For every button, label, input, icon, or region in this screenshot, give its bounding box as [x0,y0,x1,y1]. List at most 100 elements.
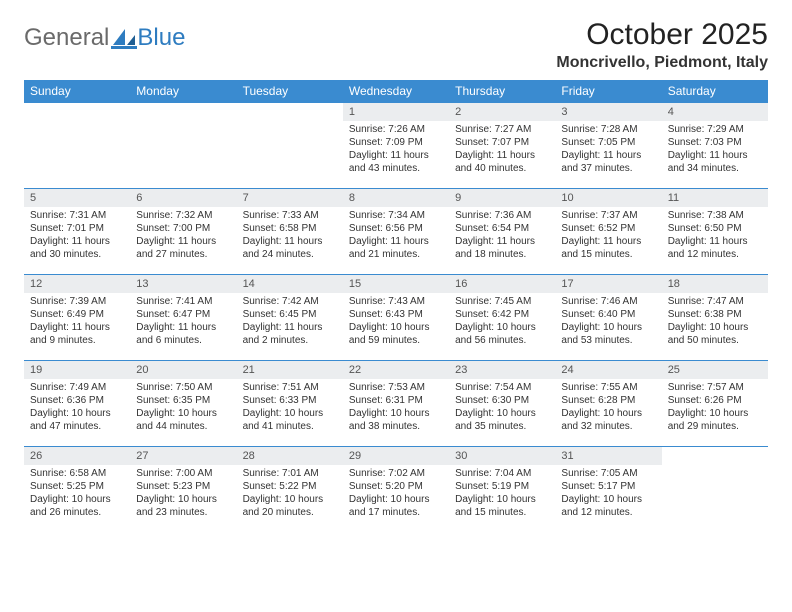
sunrise-line: Sunrise: 7:04 AM [455,467,549,480]
daylight-line: Daylight: 11 hours and 27 minutes. [136,235,230,261]
dow-header: Monday [130,80,236,103]
daylight-line: Daylight: 10 hours and 20 minutes. [243,493,337,519]
sunrise-line: Sunrise: 7:32 AM [136,209,230,222]
dow-header: Saturday [662,80,768,103]
daylight-line: Daylight: 11 hours and 43 minutes. [349,149,443,175]
brand-logo: General Blue [24,18,185,52]
daylight-line: Daylight: 11 hours and 15 minutes. [561,235,655,261]
calendar-cell: 22 Sunrise: 7:53 AMSunset: 6:31 PMDayligh… [343,361,449,447]
sunrise-line: Sunrise: 7:01 AM [243,467,337,480]
calendar-week: 26Sunrise: 6:58 AMSunset: 5:25 PMDayligh… [24,447,768,533]
sail-icon [111,27,137,49]
day-body: Sunrise: 7:50 AMSunset: 6:35 PMDaylight:… [130,379,236,437]
daylight-line: Daylight: 10 hours and 38 minutes. [349,407,443,433]
sunrise-line: Sunrise: 7:28 AM [561,123,655,136]
day-number: 19 [24,361,130,379]
day-body: Sunrise: 7:43 AMSunset: 6:43 PMDaylight:… [343,293,449,351]
day-number: 23 [449,361,555,379]
daylight-line: Daylight: 11 hours and 18 minutes. [455,235,549,261]
calendar-cell: 1Sunrise: 7:26 AMSunset: 7:09 PMDaylight… [343,103,449,189]
sunset-line: Sunset: 6:28 PM [561,394,655,407]
day-number: 6 [130,189,236,207]
calendar-cell: 30Sunrise: 7:04 AMSunset: 5:19 PMDayligh… [449,447,555,533]
day-number: 18 [662,275,768,293]
sunset-line: Sunset: 6:31 PM [349,394,443,407]
daylight-line: Daylight: 10 hours and 41 minutes. [243,407,337,433]
calendar-week: 5Sunrise: 7:31 AMSunset: 7:01 PMDaylight… [24,189,768,275]
daylight-line: Daylight: 10 hours and 32 minutes. [561,407,655,433]
day-body: Sunrise: 7:39 AMSunset: 6:49 PMDaylight:… [24,293,130,351]
day-body: Sunrise: 7:01 AMSunset: 5:22 PMDaylight:… [237,465,343,523]
daylight-line: Daylight: 11 hours and 21 minutes. [349,235,443,261]
sunrise-line: Sunrise: 7:46 AM [561,295,655,308]
day-number: 10 [555,189,661,207]
daylight-line: Daylight: 11 hours and 30 minutes. [30,235,124,261]
sunrise-line: Sunrise: 7:31 AM [30,209,124,222]
calendar-cell: 29Sunrise: 7:02 AMSunset: 5:20 PMDayligh… [343,447,449,533]
day-number: 4 [662,103,768,121]
day-number: 16 [449,275,555,293]
sunrise-line: Sunrise: 7:33 AM [243,209,337,222]
daylight-line: Daylight: 10 hours and 56 minutes. [455,321,549,347]
sunrise-line: Sunrise: 7:37 AM [561,209,655,222]
day-body: Sunrise: 7:33 AMSunset: 6:58 PMDaylight:… [237,207,343,265]
sunrise-line: Sunrise: 7:55 AM [561,381,655,394]
sunrise-line: Sunrise: 7:27 AM [455,123,549,136]
calendar-cell: 6Sunrise: 7:32 AMSunset: 7:00 PMDaylight… [130,189,236,275]
sunrise-line: Sunrise: 7:29 AM [668,123,762,136]
daylight-line: Daylight: 10 hours and 15 minutes. [455,493,549,519]
calendar-cell: 31Sunrise: 7:05 AMSunset: 5:17 PMDayligh… [555,447,661,533]
sunset-line: Sunset: 7:05 PM [561,136,655,149]
sunrise-line: Sunrise: 7:53 AM [349,381,443,394]
calendar-cell: 4Sunrise: 7:29 AMSunset: 7:03 PMDaylight… [662,103,768,189]
sunset-line: Sunset: 7:01 PM [30,222,124,235]
day-body: Sunrise: 7:41 AMSunset: 6:47 PMDaylight:… [130,293,236,351]
sunset-line: Sunset: 7:09 PM [349,136,443,149]
calendar-week: 1Sunrise: 7:26 AMSunset: 7:09 PMDaylight… [24,103,768,189]
sunset-line: Sunset: 6:33 PM [243,394,337,407]
sunset-line: Sunset: 5:22 PM [243,480,337,493]
dow-header: Wednesday [343,80,449,103]
day-number: 26 [24,447,130,465]
day-body: Sunrise: 6:58 AMSunset: 5:25 PMDaylight:… [24,465,130,523]
sunset-line: Sunset: 6:50 PM [668,222,762,235]
brand-word-1: General [24,24,109,52]
day-number: 22 [343,361,449,379]
sunset-line: Sunset: 6:58 PM [243,222,337,235]
calendar-cell: 2Sunrise: 7:27 AMSunset: 7:07 PMDaylight… [449,103,555,189]
sunset-line: Sunset: 6:36 PM [30,394,124,407]
day-body: Sunrise: 7:45 AMSunset: 6:42 PMDaylight:… [449,293,555,351]
dow-header: Thursday [449,80,555,103]
sunset-line: Sunset: 5:19 PM [455,480,549,493]
calendar-cell: 21Sunrise: 7:51 AMSunset: 6:33 PMDayligh… [237,361,343,447]
day-body: Sunrise: 7:46 AMSunset: 6:40 PMDaylight:… [555,293,661,351]
day-number: 15 [343,275,449,293]
calendar-cell: 27Sunrise: 7:00 AMSunset: 5:23 PMDayligh… [130,447,236,533]
sunset-line: Sunset: 6:47 PM [136,308,230,321]
calendar-week: 12Sunrise: 7:39 AMSunset: 6:49 PMDayligh… [24,275,768,361]
calendar-cell: 28Sunrise: 7:01 AMSunset: 5:22 PMDayligh… [237,447,343,533]
sunset-line: Sunset: 6:43 PM [349,308,443,321]
daylight-line: Daylight: 10 hours and 23 minutes. [136,493,230,519]
daylight-line: Daylight: 11 hours and 37 minutes. [561,149,655,175]
calendar-cell [24,103,130,189]
sunset-line: Sunset: 6:38 PM [668,308,762,321]
calendar-cell [130,103,236,189]
day-body: Sunrise: 7:51 AMSunset: 6:33 PMDaylight:… [237,379,343,437]
day-body: Sunrise: 7:36 AMSunset: 6:54 PMDaylight:… [449,207,555,265]
sunrise-line: Sunrise: 7:00 AM [136,467,230,480]
brand-word-2: Blue [137,24,185,52]
sunrise-line: Sunrise: 7:26 AM [349,123,443,136]
sunset-line: Sunset: 6:45 PM [243,308,337,321]
day-number: 3 [555,103,661,121]
sunrise-line: Sunrise: 7:02 AM [349,467,443,480]
calendar-cell: 23Sunrise: 7:54 AMSunset: 6:30 PMDayligh… [449,361,555,447]
sunset-line: Sunset: 5:20 PM [349,480,443,493]
calendar-cell: 19Sunrise: 7:49 AMSunset: 6:36 PMDayligh… [24,361,130,447]
sunrise-line: Sunrise: 7:45 AM [455,295,549,308]
location: Moncrivello, Piedmont, Italy [556,54,768,72]
sunset-line: Sunset: 6:56 PM [349,222,443,235]
daylight-line: Daylight: 11 hours and 34 minutes. [668,149,762,175]
sunset-line: Sunset: 5:23 PM [136,480,230,493]
day-body: Sunrise: 7:26 AMSunset: 7:09 PMDaylight:… [343,121,449,179]
